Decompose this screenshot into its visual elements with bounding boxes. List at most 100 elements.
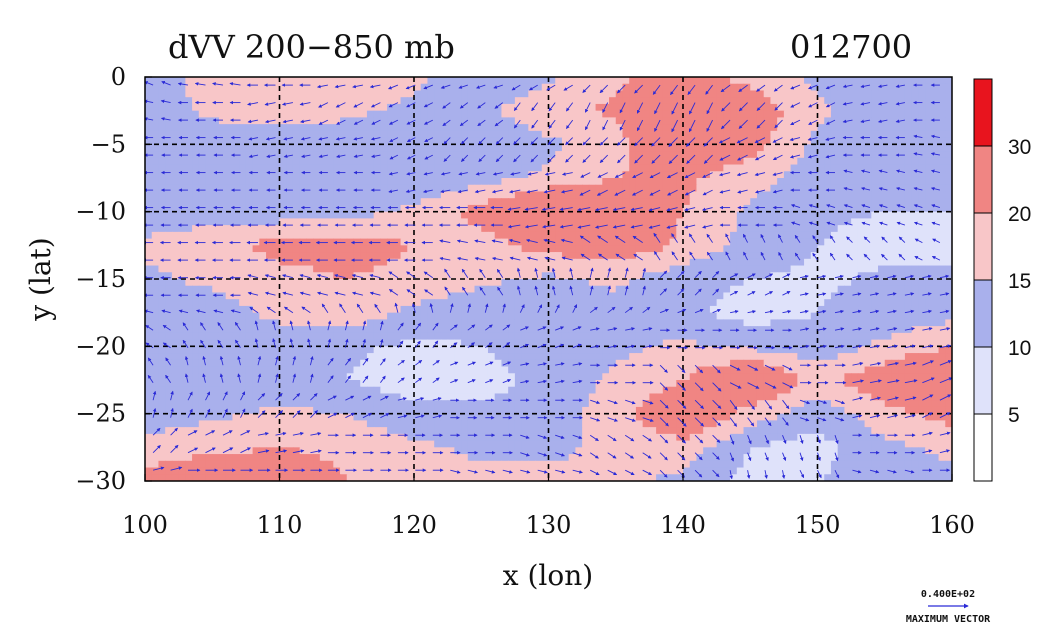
field-cell xyxy=(292,157,301,166)
field-cell xyxy=(871,305,879,314)
field-cell xyxy=(575,130,583,139)
field-cell xyxy=(925,157,933,166)
field-cell xyxy=(239,231,247,240)
field-cell xyxy=(703,305,711,314)
field-cell xyxy=(817,204,825,213)
field-cell xyxy=(508,191,516,199)
field-cell xyxy=(851,285,859,294)
field-cell xyxy=(561,265,570,273)
field-cell xyxy=(178,332,186,341)
field-cell xyxy=(326,164,334,172)
field-cell xyxy=(508,326,516,334)
field-cell xyxy=(192,97,200,105)
field-cell xyxy=(165,198,173,206)
field-cell xyxy=(642,258,650,267)
field-cell xyxy=(481,83,489,92)
field-cell xyxy=(662,211,671,219)
field-cell xyxy=(609,225,617,233)
field-cell xyxy=(763,231,772,240)
field-cell xyxy=(541,218,550,226)
field-cell xyxy=(400,97,408,105)
field-cell xyxy=(185,171,193,179)
field-cell xyxy=(340,299,348,307)
field-cell xyxy=(414,124,422,132)
field-cell xyxy=(878,144,886,152)
field-cell xyxy=(165,245,173,253)
field-cell xyxy=(824,312,832,320)
field-cell xyxy=(777,178,785,186)
field-cell xyxy=(461,353,469,361)
field-cell xyxy=(669,164,677,172)
field-cell xyxy=(783,77,792,85)
field-cell xyxy=(299,157,307,166)
field-cell xyxy=(857,346,866,354)
field-cell xyxy=(245,90,254,98)
field-cell xyxy=(245,292,254,300)
field-cell xyxy=(198,171,207,179)
field-cell xyxy=(366,326,375,334)
field-cell xyxy=(420,252,429,260)
field-cell xyxy=(635,312,644,320)
field-cell xyxy=(521,83,529,92)
field-cell xyxy=(911,130,919,139)
field-cell xyxy=(582,225,590,233)
field-cell xyxy=(683,110,691,118)
field-cell xyxy=(555,353,563,361)
field-cell xyxy=(171,225,180,233)
field-cell xyxy=(326,211,334,219)
field-cell xyxy=(689,218,698,226)
field-cell xyxy=(400,319,408,327)
field-cell xyxy=(225,97,234,105)
field-cell xyxy=(185,198,193,206)
field-cell xyxy=(259,218,267,226)
field-cell xyxy=(703,218,711,226)
field-cell xyxy=(245,157,254,166)
field-cell xyxy=(777,144,785,152)
field-cell xyxy=(461,332,469,341)
field-cell xyxy=(353,231,361,240)
field-cell xyxy=(683,151,691,159)
field-cell xyxy=(730,279,738,287)
field-cell xyxy=(225,245,234,253)
field-cell xyxy=(777,285,785,294)
field-cell xyxy=(884,144,893,152)
field-cell xyxy=(313,339,321,347)
field-cell xyxy=(340,157,348,166)
field-cell xyxy=(555,299,563,307)
field-cell xyxy=(588,77,597,85)
field-cell xyxy=(192,218,200,226)
field-cell xyxy=(582,178,590,186)
field-cell xyxy=(192,332,200,341)
field-cell xyxy=(837,245,845,253)
field-cell xyxy=(171,83,180,92)
field-cell xyxy=(830,130,839,139)
field-cell xyxy=(306,231,314,240)
field-cell xyxy=(461,339,469,347)
field-cell xyxy=(575,211,583,219)
field-cell xyxy=(145,83,153,92)
field-cell xyxy=(541,312,550,320)
field-cell xyxy=(521,178,529,186)
field-cell xyxy=(891,299,899,307)
field-cell xyxy=(467,90,476,98)
field-cell xyxy=(266,292,274,300)
field-cell xyxy=(642,103,650,112)
field-cell xyxy=(857,245,866,253)
field-cell xyxy=(891,339,899,347)
field-cell xyxy=(904,231,913,240)
field-cell xyxy=(763,279,772,287)
field-cell xyxy=(380,346,388,354)
field-cell xyxy=(635,130,644,139)
field-cell xyxy=(178,178,186,186)
field-cell xyxy=(777,332,785,341)
field-cell xyxy=(871,178,879,186)
field-cell xyxy=(333,124,341,132)
field-cell xyxy=(218,225,227,233)
field-cell xyxy=(481,265,489,273)
field-cell xyxy=(656,171,664,179)
field-cell xyxy=(703,339,711,347)
field-cell xyxy=(561,285,570,294)
field-cell xyxy=(313,124,321,132)
field-cell xyxy=(414,157,422,166)
field-cell xyxy=(212,124,220,132)
